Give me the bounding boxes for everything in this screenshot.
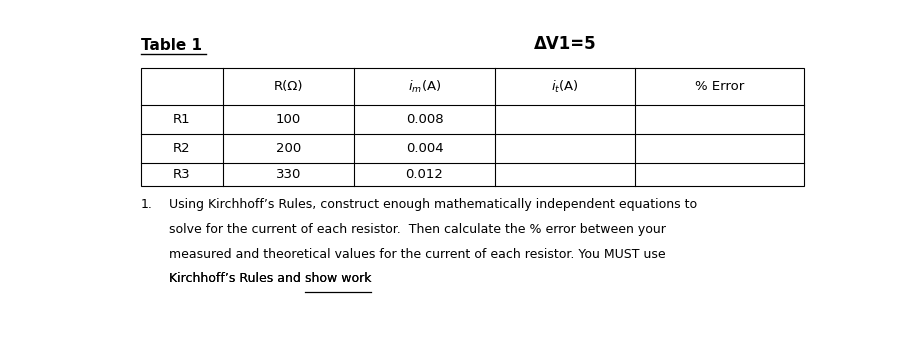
Text: ΔV1=5: ΔV1=5 (534, 35, 597, 53)
Text: 0.004: 0.004 (405, 142, 444, 155)
Text: Kirchhoff’s Rules and: Kirchhoff’s Rules and (169, 272, 305, 286)
Text: show work: show work (305, 272, 372, 286)
Text: R3: R3 (173, 168, 190, 181)
Text: Table 1: Table 1 (140, 38, 201, 53)
Text: R2: R2 (173, 142, 190, 155)
Text: R1: R1 (173, 113, 190, 126)
Text: 1.: 1. (140, 198, 152, 211)
Text: R(Ω): R(Ω) (274, 80, 303, 93)
Text: 0.008: 0.008 (405, 113, 444, 126)
Text: Using Kirchhoff’s Rules, construct enough mathematically independent equations t: Using Kirchhoff’s Rules, construct enoug… (169, 198, 697, 211)
Text: % Error: % Error (695, 80, 744, 93)
Text: $i_t$(A): $i_t$(A) (551, 79, 579, 95)
Text: measured and theoretical values for the current of each resistor. You MUST use: measured and theoretical values for the … (169, 248, 666, 261)
Text: 330: 330 (276, 168, 302, 181)
Text: solve for the current of each resistor.  Then calculate the % error between your: solve for the current of each resistor. … (169, 223, 666, 236)
Text: 0.012: 0.012 (405, 168, 444, 181)
Text: $i_m$(A): $i_m$(A) (408, 79, 441, 95)
Text: 100: 100 (276, 113, 302, 126)
Text: 200: 200 (276, 142, 302, 155)
Text: Kirchhoff’s Rules and: Kirchhoff’s Rules and (169, 272, 305, 286)
Text: show work: show work (305, 272, 372, 286)
